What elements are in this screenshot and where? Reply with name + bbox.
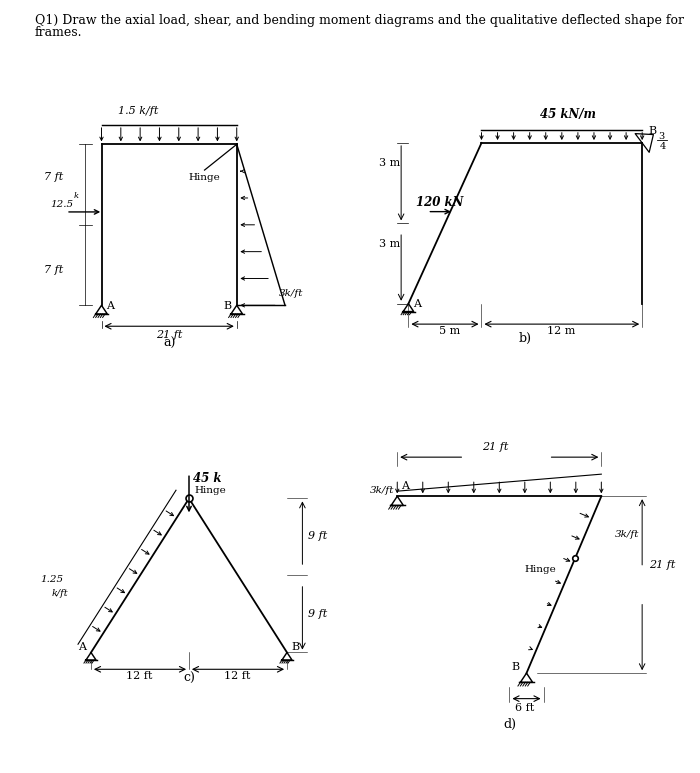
Text: B: B xyxy=(648,126,656,136)
Text: 7 ft: 7 ft xyxy=(43,172,63,182)
Text: A: A xyxy=(413,299,421,309)
Text: 120 kN: 120 kN xyxy=(416,196,463,209)
Text: a): a) xyxy=(163,337,175,350)
Text: A: A xyxy=(78,642,86,652)
Text: 21 ft: 21 ft xyxy=(482,442,509,452)
Text: Hinge: Hinge xyxy=(195,486,226,495)
Text: B: B xyxy=(224,301,232,312)
Text: 5 m: 5 m xyxy=(439,326,461,336)
Text: 3 m: 3 m xyxy=(379,158,400,169)
Text: 6 ft: 6 ft xyxy=(514,703,534,713)
Text: 12 ft: 12 ft xyxy=(224,671,251,681)
Text: 4: 4 xyxy=(659,141,666,151)
Text: Hinge: Hinge xyxy=(524,565,556,574)
Text: 7 ft: 7 ft xyxy=(43,265,63,275)
Text: 3: 3 xyxy=(658,131,664,141)
Text: Q1) Draw the axial load, shear, and bending moment diagrams and the qualitative : Q1) Draw the axial load, shear, and bend… xyxy=(35,14,684,27)
Text: frames.: frames. xyxy=(35,26,83,39)
Text: d): d) xyxy=(503,717,516,730)
Text: k: k xyxy=(74,192,79,200)
Text: B: B xyxy=(291,642,300,652)
Text: A: A xyxy=(400,482,409,492)
Text: 12.5: 12.5 xyxy=(50,200,73,209)
Text: 21 ft: 21 ft xyxy=(156,329,183,339)
Text: Hinge: Hinge xyxy=(188,172,220,182)
Text: 3k/ft: 3k/ft xyxy=(370,486,394,495)
Text: A: A xyxy=(106,301,114,312)
Text: 45 kN/m: 45 kN/m xyxy=(540,108,596,121)
Text: 3 m: 3 m xyxy=(379,239,400,249)
Text: 3k/ft: 3k/ft xyxy=(615,530,639,539)
Text: k/ft: k/ft xyxy=(52,590,69,598)
Text: 1.25: 1.25 xyxy=(41,575,64,584)
Text: c): c) xyxy=(183,672,195,685)
Text: 21 ft: 21 ft xyxy=(649,560,675,570)
Text: 45 k: 45 k xyxy=(193,472,222,485)
Text: B: B xyxy=(511,662,519,672)
Text: 12 ft: 12 ft xyxy=(126,671,153,681)
Text: 3k/ft: 3k/ft xyxy=(279,288,303,298)
Text: 9 ft: 9 ft xyxy=(308,609,328,619)
Text: 9 ft: 9 ft xyxy=(308,531,328,541)
Text: 12 m: 12 m xyxy=(547,326,575,336)
Text: 1.5 k/ft: 1.5 k/ft xyxy=(118,106,158,116)
Text: b): b) xyxy=(519,332,532,345)
